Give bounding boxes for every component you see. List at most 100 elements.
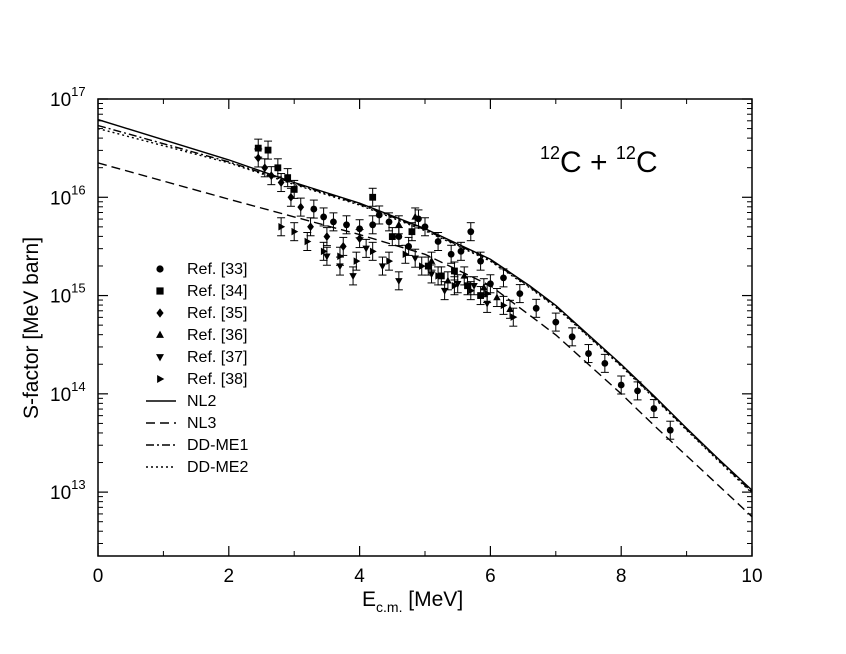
legend-label: Ref. [37] xyxy=(187,349,247,366)
data-point xyxy=(477,257,484,265)
data-point xyxy=(264,146,272,154)
data-point xyxy=(601,359,609,367)
data-point xyxy=(470,283,478,290)
data-point xyxy=(353,257,361,265)
x-axis-title-sub: c.m. xyxy=(376,599,402,615)
x-tick-label: 6 xyxy=(485,566,496,587)
data-point xyxy=(460,271,468,279)
data-point xyxy=(395,220,403,228)
legend-marker xyxy=(156,308,164,318)
data-point xyxy=(487,280,494,288)
data-point xyxy=(320,213,328,221)
legend-label: Ref. [36] xyxy=(187,327,247,344)
data-point xyxy=(435,272,443,280)
data-point xyxy=(464,282,471,290)
data-point xyxy=(405,243,413,250)
legend-marker xyxy=(156,287,164,295)
data-point xyxy=(634,387,641,395)
x-axis-title-main: E xyxy=(362,588,376,611)
data-point xyxy=(493,293,501,301)
data-point xyxy=(395,233,403,240)
data-point xyxy=(343,221,350,229)
data-point xyxy=(453,281,462,288)
data-point xyxy=(320,247,328,256)
x-tick-label: 10 xyxy=(741,566,762,587)
annotation-element-1: C xyxy=(560,146,582,179)
reaction-annotation: 12C + 12C xyxy=(540,143,658,179)
data-point xyxy=(310,205,318,213)
data-point xyxy=(424,262,432,270)
data-point xyxy=(617,381,625,389)
data-point xyxy=(468,286,475,295)
data-point xyxy=(480,283,488,291)
legend-label: NL3 xyxy=(187,415,216,432)
data-point xyxy=(362,245,370,253)
curve-nl3 xyxy=(98,162,752,518)
data-point xyxy=(378,263,387,271)
legend-marker xyxy=(157,375,165,383)
data-point xyxy=(395,278,403,285)
series-38 xyxy=(277,217,518,327)
annotation-element-2: C xyxy=(636,146,658,179)
data-point xyxy=(254,144,262,152)
data-point xyxy=(291,227,299,236)
data-point xyxy=(666,426,674,434)
legend-marker xyxy=(156,265,164,273)
legend-label: Ref. [38] xyxy=(187,371,247,388)
data-point xyxy=(323,253,331,261)
data-point xyxy=(500,301,508,310)
data-point xyxy=(477,292,484,299)
legend: Ref. [33] Ref. [34] Ref. [35] Ref. [36] Ref.… xyxy=(146,261,248,476)
annotation-plus: + xyxy=(582,146,616,179)
data-point xyxy=(261,163,269,173)
legend-label: DD-ME2 xyxy=(187,459,248,476)
data-point xyxy=(451,281,459,290)
data-point xyxy=(356,234,363,243)
data-point xyxy=(510,313,518,321)
legend-marker xyxy=(156,354,164,362)
data-point xyxy=(451,267,458,275)
data-point xyxy=(411,255,419,263)
data-point xyxy=(386,257,394,265)
data-point xyxy=(467,228,475,236)
data-point xyxy=(500,274,507,282)
legend-marker xyxy=(156,330,164,338)
data-point xyxy=(278,223,286,231)
data-point xyxy=(516,290,524,297)
data-point xyxy=(568,333,576,341)
data-point xyxy=(330,218,337,226)
y-axis: 1013 1014 1015 1016 1017 xyxy=(50,84,752,545)
y-tick-label: 1013 xyxy=(50,477,86,504)
data-point xyxy=(388,233,396,240)
x-tick-label: 2 xyxy=(224,566,235,587)
y-axis-title: S-factor [MeV barn] xyxy=(20,237,43,419)
series-33 xyxy=(309,199,675,440)
data-point xyxy=(290,186,298,193)
data-point xyxy=(277,178,285,187)
curve-dd-me1 xyxy=(98,124,752,493)
data-point xyxy=(356,225,363,233)
data-point xyxy=(552,318,560,326)
data-point xyxy=(297,202,305,212)
data-point xyxy=(421,223,429,231)
series-35 xyxy=(254,148,364,256)
annotation-mass-2: 12 xyxy=(616,143,636,163)
data-point xyxy=(411,212,419,220)
data-layer xyxy=(98,118,752,518)
data-point xyxy=(484,289,492,298)
data-point xyxy=(369,221,377,229)
legend-label: NL2 xyxy=(187,393,216,410)
data-point xyxy=(284,174,292,182)
data-point xyxy=(408,228,416,236)
annotation-mass-1: 12 xyxy=(540,143,560,163)
y-tick-label: 1014 xyxy=(50,379,86,406)
data-point xyxy=(369,247,377,256)
data-point xyxy=(274,164,282,172)
data-point xyxy=(337,252,345,260)
curve-dd-me2 xyxy=(98,127,752,494)
data-point xyxy=(375,211,383,219)
data-point xyxy=(427,257,436,264)
data-point xyxy=(457,247,465,255)
data-point xyxy=(434,238,442,245)
